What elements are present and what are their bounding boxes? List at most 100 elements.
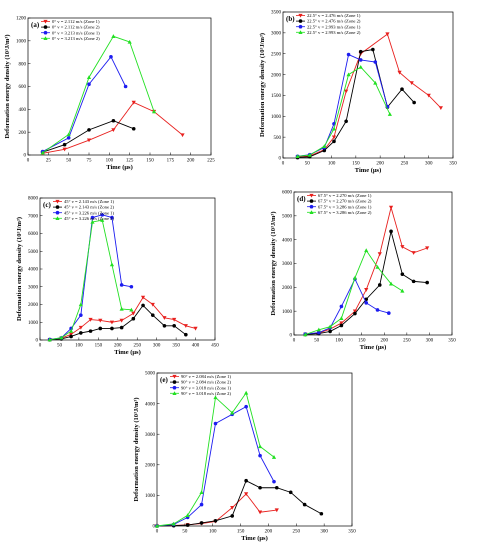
data-point xyxy=(88,317,93,322)
legend-label: 67.5° v = 3.286 m/s (Zone 1) xyxy=(318,204,372,209)
y-tick-label: 1000 xyxy=(145,494,156,499)
x-tick-label: 50 xyxy=(314,339,320,344)
x-tick-label: 150 xyxy=(237,530,245,535)
data-point xyxy=(426,93,431,98)
data-point xyxy=(385,32,390,37)
legend-entry-2: 22.5° v = 2.476 m/s (Zone 2) xyxy=(296,19,361,24)
data-point xyxy=(111,118,116,123)
x-tick-label: 350 xyxy=(348,530,356,535)
y-tick-label: 0 xyxy=(290,334,293,339)
data-point xyxy=(257,444,263,449)
x-tick-label: 125 xyxy=(126,159,134,164)
legend-label: 22.5° v = 2.993 m/s (Zone 2) xyxy=(307,30,361,35)
legend-entry-1: 45° v = 2.143 m/s (Zone 1) xyxy=(53,199,114,204)
data-point xyxy=(110,326,114,331)
data-point xyxy=(352,309,358,314)
data-point xyxy=(388,205,394,210)
data-point xyxy=(127,39,132,44)
data-point xyxy=(377,283,382,287)
legend-marker xyxy=(43,19,48,24)
data-point xyxy=(40,150,45,155)
data-point xyxy=(358,58,363,62)
x-tick-label: 100 xyxy=(328,162,336,167)
series-line xyxy=(305,249,403,335)
data-point xyxy=(303,332,308,337)
series-line xyxy=(156,391,275,527)
y-tick-label: 3000 xyxy=(28,285,39,290)
series-1 xyxy=(303,205,430,337)
x-tick-label: 200 xyxy=(381,339,389,344)
y-tick-label: 7000 xyxy=(28,214,39,219)
legend-label: 67.5° v = 2.270 m/s (Zone 1) xyxy=(318,193,372,198)
data-point xyxy=(344,119,348,124)
data-point xyxy=(119,306,124,311)
legend-entry-1: 90° v = 2.084 m/s (Zone 1) xyxy=(170,374,231,379)
y-tick-label: 400 xyxy=(19,108,27,113)
data-point xyxy=(425,246,430,251)
legend-entry-4: 0° v = 3.213 m/s (Zone 2) xyxy=(41,36,100,41)
x-tick-label: 50 xyxy=(66,159,72,164)
data-point xyxy=(87,128,91,132)
x-tick-label: 50 xyxy=(57,344,63,349)
data-point xyxy=(389,229,393,234)
data-point xyxy=(98,326,103,331)
data-point xyxy=(66,136,71,140)
data-point xyxy=(213,395,218,400)
legend-marker xyxy=(55,216,60,220)
data-point xyxy=(346,72,351,77)
series-1 xyxy=(295,32,443,160)
y-tick-label: 5000 xyxy=(282,215,293,220)
legend-label: 22.5° v = 2.993 m/s (Zone 1) xyxy=(307,24,361,29)
legend-label: 67.5° v = 3.286 m/s (Zone 2) xyxy=(318,210,372,215)
y-tick-label: 2000 xyxy=(282,286,293,291)
legend-label: 22.5° v = 2.476 m/s (Zone 2) xyxy=(307,19,361,24)
legend-entry-3: 67.5° v = 3.286 m/s (Zone 1) xyxy=(307,204,372,209)
data-point xyxy=(109,320,115,325)
data-point xyxy=(274,508,279,513)
x-tick-label: 50 xyxy=(182,530,188,535)
plot-frame xyxy=(282,11,454,159)
legend-entry-1: 67.5° v = 2.270 m/s (Zone 1) xyxy=(307,193,372,198)
y-tick-label: 1000 xyxy=(28,321,39,326)
x-tick-label: 100 xyxy=(209,530,217,535)
x-tick-label: 75 xyxy=(87,159,93,164)
data-point xyxy=(172,317,177,322)
data-point xyxy=(352,275,358,280)
data-point xyxy=(339,316,344,320)
data-point xyxy=(100,213,105,217)
legend-entry-4: 45° v = 3.226 m/s (Zone 2) xyxy=(53,216,114,221)
x-tick-label: 100 xyxy=(106,159,114,164)
legend-label: 45° v = 3.226 m/s (Zone 1) xyxy=(64,210,114,215)
legend-entry-1: 0° v = 2.112 m/s (Zone 1) xyxy=(41,19,100,24)
data-point xyxy=(185,523,190,527)
data-point xyxy=(244,492,249,496)
data-point xyxy=(100,218,105,222)
data-point xyxy=(271,455,277,459)
x-axis-label: Time (μs) xyxy=(355,167,382,174)
data-point xyxy=(322,144,327,148)
legend-marker xyxy=(172,385,177,390)
legend-entry-3: 22.5° v = 2.993 m/s (Zone 1) xyxy=(296,24,361,29)
legend-marker xyxy=(309,210,314,214)
x-tick-label: 0 xyxy=(27,159,30,164)
data-point xyxy=(411,251,416,255)
x-tick-label: 250 xyxy=(293,530,301,535)
legend-entry-2: 0° v = 2.112 m/s (Zone 2) xyxy=(41,25,100,30)
chart-panel-a: 0 25 50 75 100 125 150 175 200 225 0 200 400 600 800 10… xyxy=(4,17,215,171)
data-point xyxy=(183,324,188,328)
data-point xyxy=(90,215,95,220)
data-point xyxy=(69,334,73,339)
x-tick-label: 200 xyxy=(265,530,273,535)
data-point xyxy=(110,215,114,220)
y-tick-label: 3000 xyxy=(145,433,156,438)
data-point xyxy=(244,478,248,483)
x-tick-label: 150 xyxy=(95,344,103,349)
y-tick-label: 8000 xyxy=(28,197,39,202)
series-line xyxy=(42,35,155,154)
data-point xyxy=(129,307,134,312)
series-line xyxy=(156,480,322,527)
data-point xyxy=(230,514,235,518)
x-tick-label: 25 xyxy=(46,159,52,164)
x-tick-label: 350 xyxy=(448,339,456,344)
